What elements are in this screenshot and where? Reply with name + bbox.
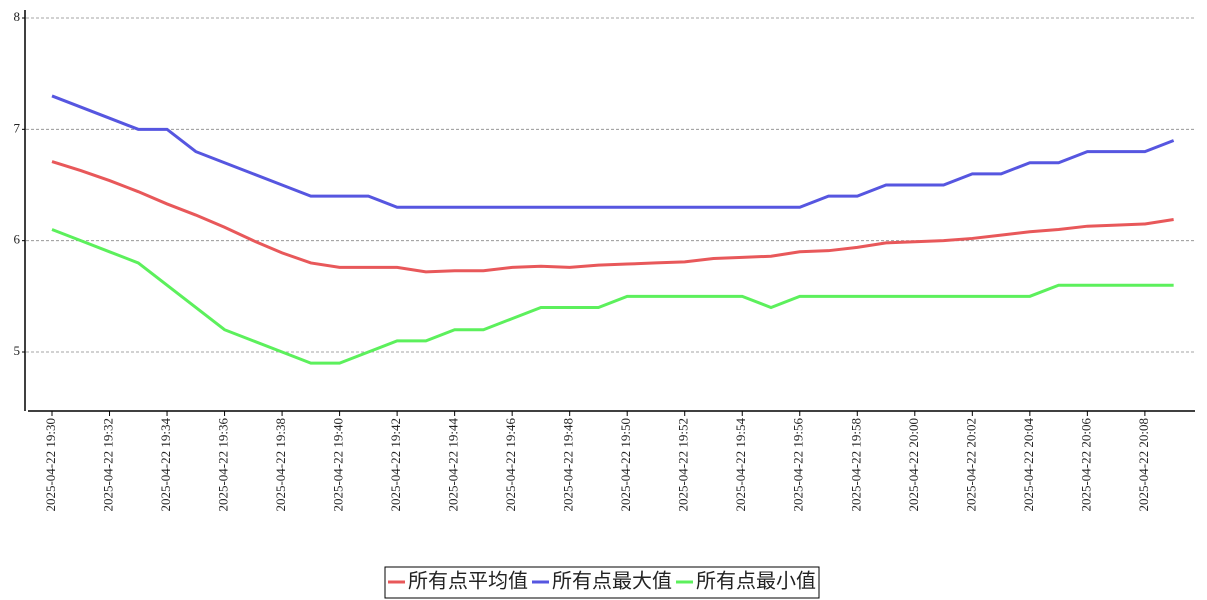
x-tick-label: 2025-04-22 19:50 — [618, 418, 633, 512]
x-tick-label: 2025-04-22 19:46 — [503, 418, 518, 512]
x-tick-label: 2025-04-22 20:08 — [1136, 418, 1151, 512]
y-tick-label: 6 — [14, 232, 21, 247]
x-tick-label: 2025-04-22 20:04 — [1021, 418, 1036, 512]
x-tick-label: 2025-04-22 20:06 — [1078, 418, 1093, 512]
legend-label: 所有点最大值 — [552, 570, 672, 593]
x-tick-label: 2025-04-22 19:34 — [158, 418, 173, 512]
y-tick-label: 7 — [14, 120, 21, 135]
x-tick-label: 2025-04-22 19:58 — [848, 418, 863, 512]
line-series — [51, 160, 1174, 274]
x-tick-label: 2025-04-22 19:36 — [216, 418, 231, 512]
x-tick-label: 2025-04-22 19:30 — [43, 418, 58, 512]
y-tick-label: 5 — [14, 343, 21, 358]
legend-box — [384, 566, 820, 599]
x-tick-label: 2025-04-22 19:38 — [273, 418, 288, 512]
y-tick-label: 8 — [14, 9, 21, 24]
legend-label: 所有点平均值 — [408, 570, 528, 593]
x-tick-label: 2025-04-22 19:56 — [791, 418, 806, 512]
x-tick-label: 2025-04-22 19:42 — [388, 418, 403, 512]
x-tick-label: 2025-04-22 19:44 — [446, 418, 461, 512]
x-tick-label: 2025-04-22 20:02 — [963, 418, 978, 512]
x-tick-label: 2025-04-22 20:00 — [906, 418, 921, 512]
x-tick-label: 2025-04-22 19:40 — [331, 418, 346, 512]
line-series — [51, 228, 1174, 365]
x-tick-label: 2025-04-22 19:54 — [733, 418, 748, 512]
legend-label: 所有点最小值 — [696, 570, 816, 593]
x-tick-label: 2025-04-22 19:32 — [101, 418, 116, 512]
line-series — [51, 94, 1175, 209]
x-tick-label: 2025-04-22 19:48 — [561, 418, 576, 512]
x-tick-label: 2025-04-22 19:52 — [676, 418, 691, 512]
